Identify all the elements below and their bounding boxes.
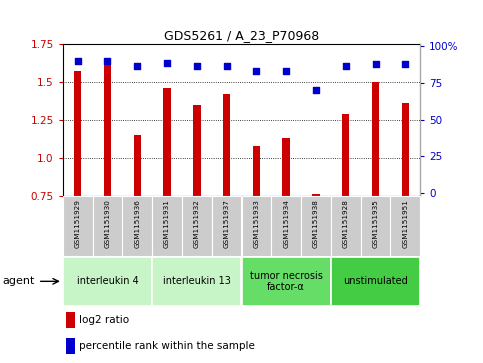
Point bbox=[253, 69, 260, 74]
Point bbox=[282, 69, 290, 74]
Bar bbox=[193, 105, 200, 196]
Text: log2 ratio: log2 ratio bbox=[79, 315, 129, 325]
Point bbox=[312, 87, 320, 93]
Text: percentile rank within the sample: percentile rank within the sample bbox=[79, 341, 255, 351]
Bar bbox=[182, 196, 212, 256]
Text: GSM1151931: GSM1151931 bbox=[164, 199, 170, 248]
Bar bbox=[401, 103, 409, 196]
Bar bbox=[253, 146, 260, 196]
Text: GSM1151938: GSM1151938 bbox=[313, 199, 319, 248]
Bar bbox=[372, 82, 379, 196]
Text: agent: agent bbox=[2, 276, 35, 286]
Bar bbox=[223, 94, 230, 196]
Bar bbox=[93, 196, 122, 256]
Bar bbox=[163, 88, 171, 196]
Point bbox=[193, 63, 201, 69]
Text: unstimulated: unstimulated bbox=[343, 276, 408, 286]
Bar bbox=[331, 257, 420, 306]
Bar bbox=[271, 196, 301, 256]
Bar bbox=[66, 312, 75, 328]
Text: interleukin 4: interleukin 4 bbox=[77, 276, 138, 286]
Text: GSM1151937: GSM1151937 bbox=[224, 199, 229, 248]
Title: GDS5261 / A_23_P70968: GDS5261 / A_23_P70968 bbox=[164, 29, 319, 42]
Bar bbox=[63, 196, 93, 256]
Bar bbox=[66, 338, 75, 354]
Bar bbox=[152, 196, 182, 256]
Bar bbox=[301, 196, 331, 256]
Text: GSM1151934: GSM1151934 bbox=[283, 199, 289, 248]
Point bbox=[74, 58, 82, 64]
Text: GSM1151929: GSM1151929 bbox=[75, 199, 81, 248]
Bar bbox=[122, 196, 152, 256]
Bar bbox=[283, 138, 290, 196]
Bar bbox=[242, 257, 331, 306]
Bar bbox=[312, 195, 320, 196]
Bar bbox=[104, 64, 111, 196]
Bar bbox=[152, 257, 242, 306]
Text: GSM1151930: GSM1151930 bbox=[104, 199, 111, 248]
Point bbox=[372, 61, 380, 67]
Bar bbox=[63, 257, 152, 306]
Text: interleukin 13: interleukin 13 bbox=[163, 276, 231, 286]
Text: GSM1151933: GSM1151933 bbox=[254, 199, 259, 248]
Point bbox=[163, 60, 171, 65]
Bar bbox=[242, 196, 271, 256]
Text: tumor necrosis
factor-α: tumor necrosis factor-α bbox=[250, 270, 323, 292]
Text: GSM1151951: GSM1151951 bbox=[402, 199, 408, 248]
Point bbox=[104, 58, 112, 64]
Bar bbox=[74, 71, 82, 196]
Bar bbox=[390, 196, 420, 256]
Point bbox=[133, 63, 141, 69]
Text: GSM1151932: GSM1151932 bbox=[194, 199, 200, 248]
Bar bbox=[361, 196, 390, 256]
Bar bbox=[133, 135, 141, 196]
Point bbox=[223, 63, 230, 69]
Text: GSM1151928: GSM1151928 bbox=[343, 199, 349, 248]
Bar bbox=[331, 196, 361, 256]
Point bbox=[401, 61, 409, 67]
Bar bbox=[342, 114, 350, 196]
Text: GSM1151936: GSM1151936 bbox=[134, 199, 140, 248]
Text: GSM1151935: GSM1151935 bbox=[372, 199, 379, 248]
Bar bbox=[212, 196, 242, 256]
Point bbox=[342, 63, 350, 69]
